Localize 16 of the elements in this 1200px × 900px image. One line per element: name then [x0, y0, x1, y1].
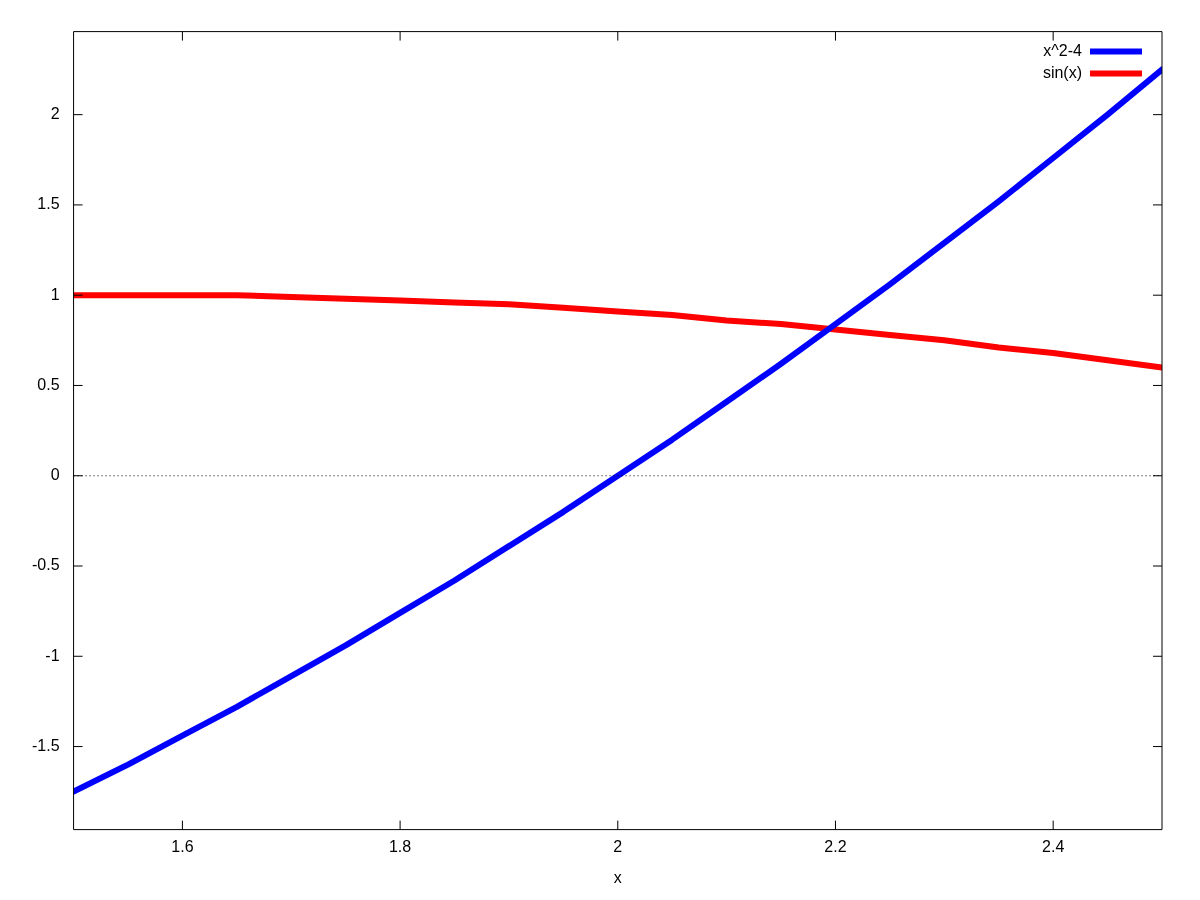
x-tick-label: 2	[613, 837, 623, 855]
x-tick-label: 2.4	[1042, 837, 1065, 855]
y-tick-label: 0	[50, 466, 60, 484]
y-tick-label: -0.5	[31, 556, 60, 574]
y-tick-label: 1	[50, 285, 60, 303]
x-tick-label: 1.8	[388, 837, 412, 855]
y-tick-label: 0.5	[37, 375, 60, 393]
x-tick-label: 2.2	[824, 837, 847, 855]
y-tick-label: 2	[50, 105, 60, 123]
x-axis-title: x	[613, 868, 622, 886]
y-tick-label: -1.5	[31, 736, 60, 754]
x-tick-label: 1.6	[171, 837, 194, 855]
legend-label: sin(x)	[1042, 64, 1082, 82]
y-tick-label: -1	[45, 646, 60, 664]
legend-label: x^2-4	[1043, 42, 1083, 60]
y-tick-label: 1.5	[37, 195, 60, 213]
